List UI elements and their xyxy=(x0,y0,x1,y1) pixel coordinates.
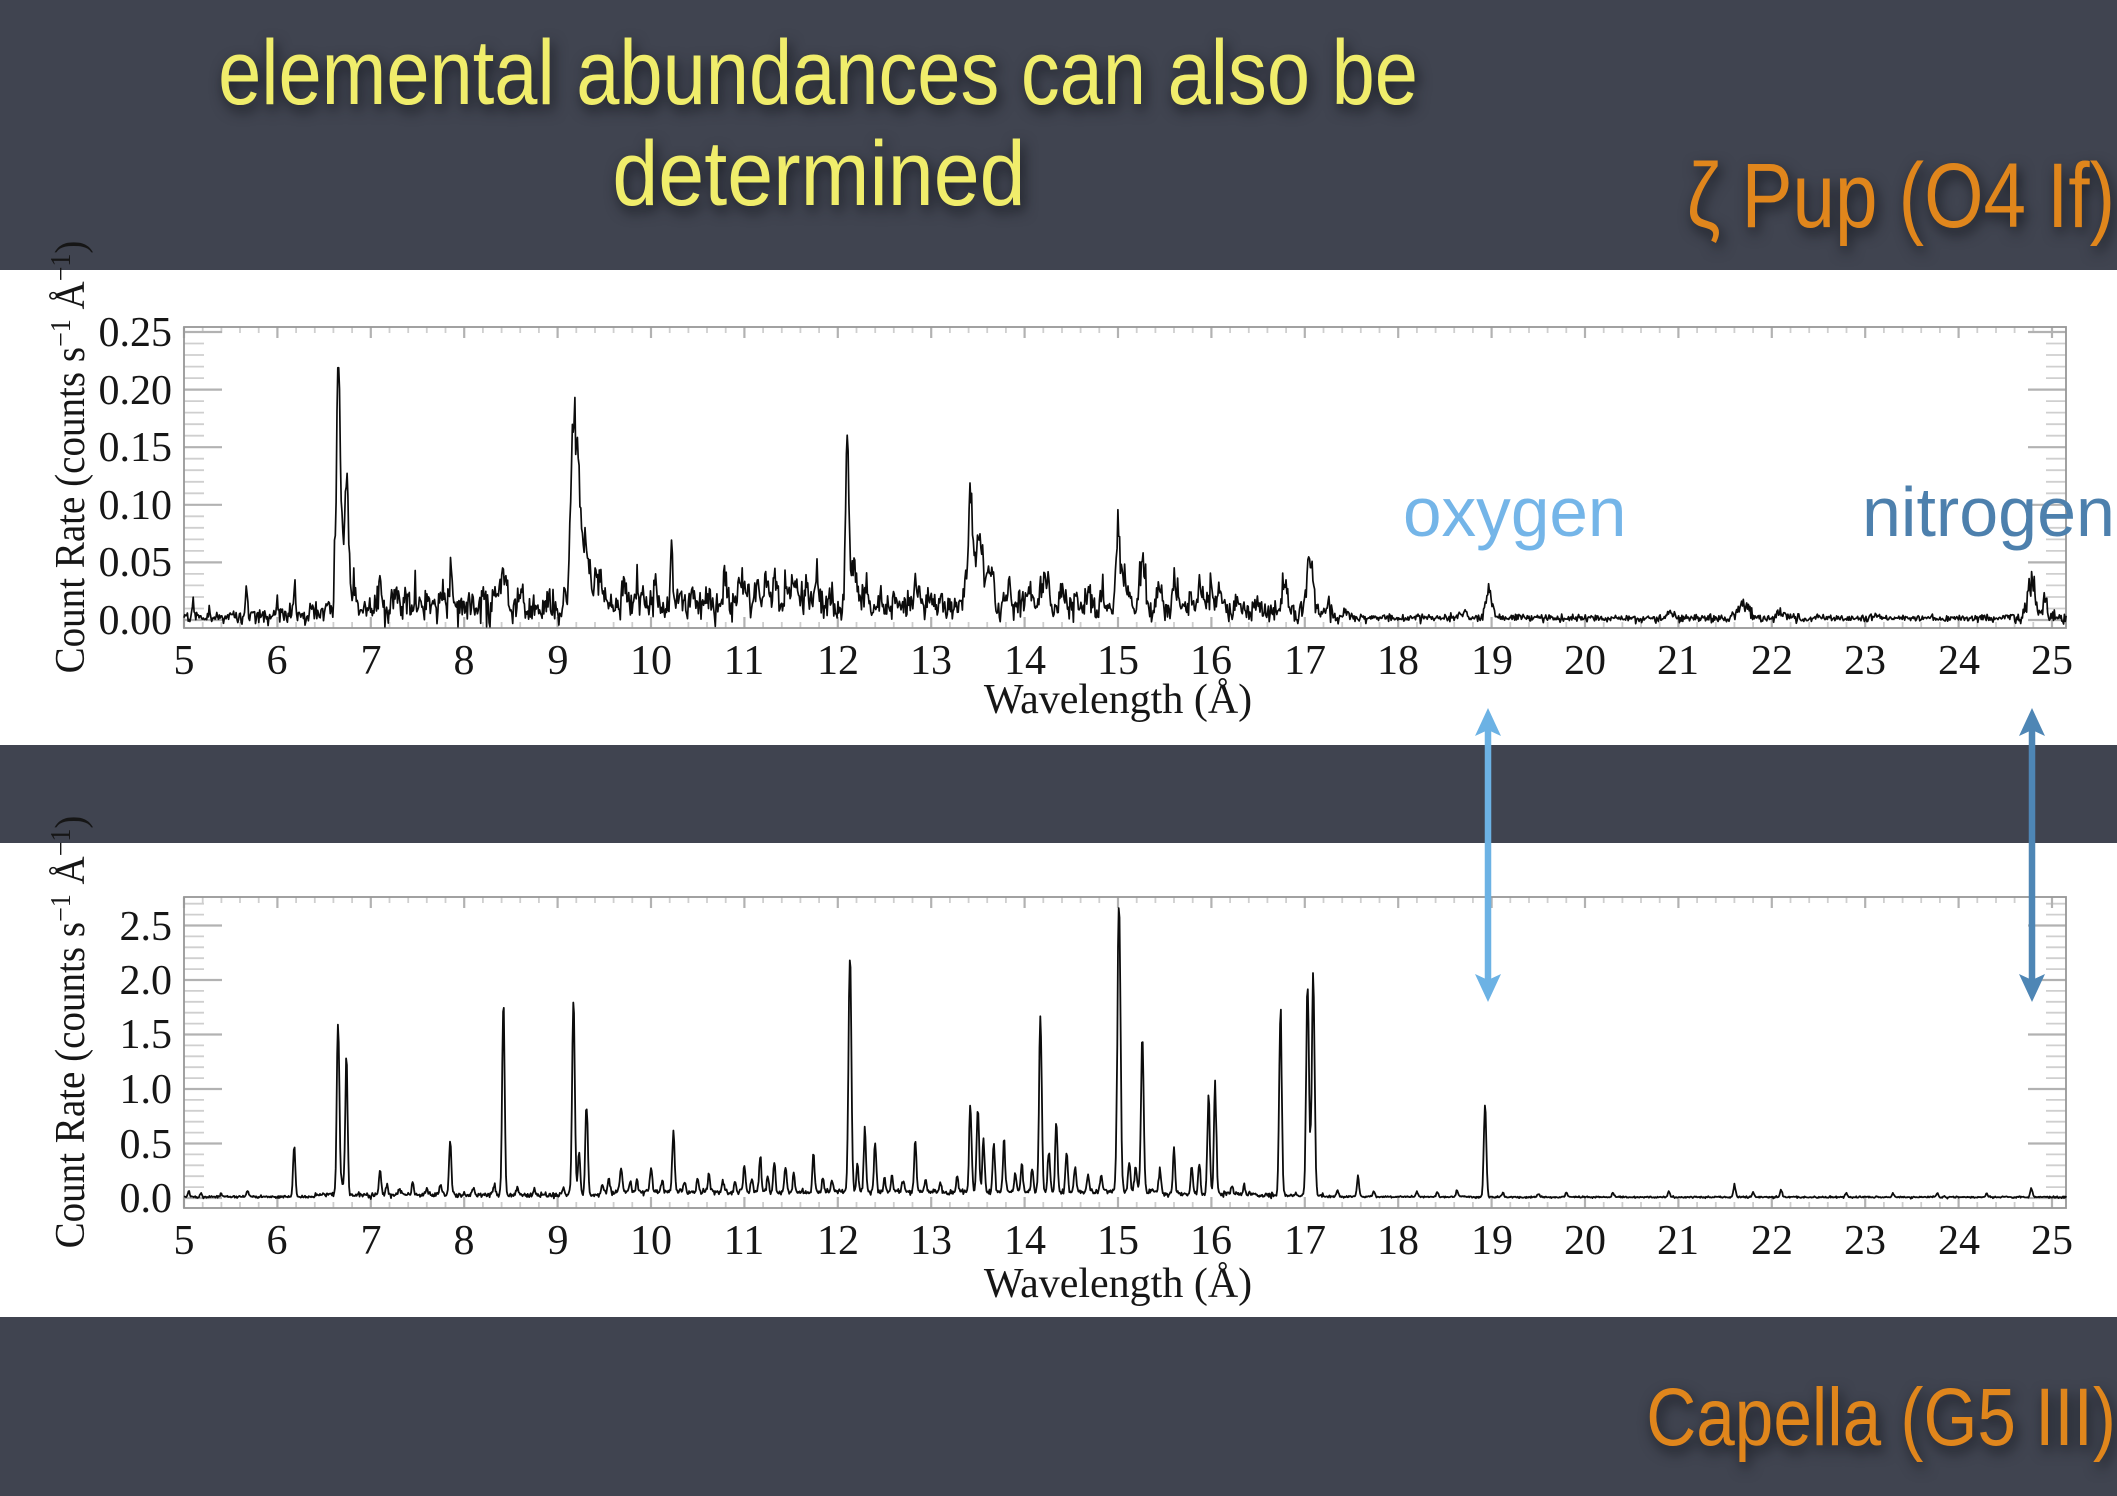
svg-text:21: 21 xyxy=(1657,1218,1699,1264)
svg-text:15: 15 xyxy=(1097,638,1139,684)
svg-text:Wavelength (Å): Wavelength (Å) xyxy=(984,1261,1252,1307)
svg-text:Count Rate (counts s−1 Å−1): Count Rate (counts s−1 Å−1) xyxy=(45,241,93,674)
svg-text:oxygen: oxygen xyxy=(1403,473,1626,551)
svg-text:11: 11 xyxy=(724,638,764,684)
svg-text:11: 11 xyxy=(724,1218,764,1264)
svg-text:6: 6 xyxy=(267,638,288,684)
svg-text:21: 21 xyxy=(1657,638,1699,684)
svg-text:18: 18 xyxy=(1377,1218,1419,1264)
svg-text:2.0: 2.0 xyxy=(120,958,173,1004)
svg-text:0.0: 0.0 xyxy=(120,1176,173,1222)
svg-text:2.5: 2.5 xyxy=(120,904,173,950)
svg-text:10: 10 xyxy=(630,638,672,684)
svg-text:1.0: 1.0 xyxy=(120,1067,173,1113)
svg-text:14: 14 xyxy=(1004,638,1046,684)
svg-text:15: 15 xyxy=(1097,1218,1139,1264)
svg-text:14: 14 xyxy=(1004,1218,1046,1264)
svg-text:0.10: 0.10 xyxy=(99,483,173,529)
svg-text:Count Rate (counts s−1 Å−1): Count Rate (counts s−1 Å−1) xyxy=(45,816,93,1249)
svg-text:25: 25 xyxy=(2031,638,2073,684)
svg-text:5: 5 xyxy=(174,1218,195,1264)
svg-text:24: 24 xyxy=(1938,1218,1980,1264)
svg-text:16: 16 xyxy=(1190,1218,1232,1264)
svg-text:Capella (G5 III): Capella (G5 III) xyxy=(1646,1372,2116,1464)
svg-text:13: 13 xyxy=(910,638,952,684)
svg-text:19: 19 xyxy=(1471,1218,1513,1264)
svg-text:0.15: 0.15 xyxy=(99,425,173,471)
svg-text:7: 7 xyxy=(361,1218,382,1264)
svg-text:12: 12 xyxy=(817,1218,859,1264)
svg-text:22: 22 xyxy=(1751,1218,1793,1264)
svg-text:elemental abundances can also: elemental abundances can also be xyxy=(218,22,1418,125)
svg-text:22: 22 xyxy=(1751,638,1793,684)
svg-text:8: 8 xyxy=(454,638,475,684)
svg-text:20: 20 xyxy=(1564,638,1606,684)
svg-text:7: 7 xyxy=(361,638,382,684)
svg-text:24: 24 xyxy=(1938,638,1980,684)
svg-text:8: 8 xyxy=(454,1218,475,1264)
svg-text:0.25: 0.25 xyxy=(99,310,173,356)
svg-text:23: 23 xyxy=(1844,1218,1886,1264)
svg-text:17: 17 xyxy=(1284,638,1326,684)
svg-text:9: 9 xyxy=(548,638,569,684)
svg-text:16: 16 xyxy=(1190,638,1232,684)
svg-text:23: 23 xyxy=(1844,638,1886,684)
svg-text:10: 10 xyxy=(630,1218,672,1264)
svg-text:0.05: 0.05 xyxy=(99,540,173,586)
svg-text:determined: determined xyxy=(612,122,1025,225)
svg-text:20: 20 xyxy=(1564,1218,1606,1264)
svg-text:18: 18 xyxy=(1377,638,1419,684)
svg-text:nitrogen: nitrogen xyxy=(1862,473,2115,551)
svg-text:12: 12 xyxy=(817,638,859,684)
svg-text:9: 9 xyxy=(548,1218,569,1264)
svg-text:13: 13 xyxy=(910,1218,952,1264)
svg-text:17: 17 xyxy=(1284,1218,1326,1264)
svg-text:6: 6 xyxy=(267,1218,288,1264)
svg-text:25: 25 xyxy=(2031,1218,2073,1264)
svg-text:Wavelength (Å): Wavelength (Å) xyxy=(984,677,1252,723)
svg-text:0.5: 0.5 xyxy=(120,1122,173,1168)
svg-text:ζ Pup (O4 If): ζ Pup (O4 If) xyxy=(1687,143,2115,246)
svg-text:1.5: 1.5 xyxy=(120,1012,173,1058)
svg-text:5: 5 xyxy=(174,638,195,684)
svg-text:0.00: 0.00 xyxy=(99,598,173,644)
svg-text:19: 19 xyxy=(1471,638,1513,684)
svg-text:0.20: 0.20 xyxy=(99,368,173,414)
